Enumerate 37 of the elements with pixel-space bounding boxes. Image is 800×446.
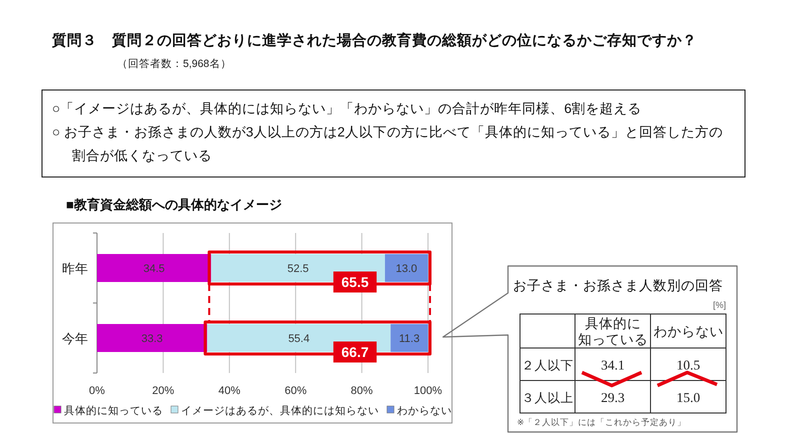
data-label: 55.4 (288, 333, 310, 345)
y-tick-label: 昨年 (62, 261, 88, 276)
x-tick-label: 80% (350, 385, 374, 397)
bar (97, 324, 208, 352)
data-label: 52.5 (287, 263, 309, 275)
text: ※「２人以下」には「これから予定あり」 (517, 417, 686, 427)
data-label: 29.3 (600, 390, 625, 405)
legend-label: 具体的に知っている (64, 405, 163, 417)
x-tick-label: 0% (89, 385, 106, 397)
data-label: 13.0 (396, 263, 418, 275)
data-label: 11.3 (399, 333, 420, 345)
y-tick-label: ３人以上 (522, 390, 574, 405)
bar (97, 254, 212, 282)
x-tick-label: 20% (152, 385, 174, 397)
data-label: 33.3 (141, 333, 163, 345)
data-label: 15.0 (676, 390, 700, 405)
chart-title: ■教育資金総額への具体的なイメージ (66, 197, 282, 212)
x-tick-label: 100% (414, 385, 442, 397)
data-label: 34.5 (143, 263, 165, 275)
annotation: 65.5 (341, 274, 369, 290)
text: ○「イメージはあるが、具体的には知らない」「わからない」の合計が昨年同様、6割を超える (52, 101, 642, 116)
data-label: 10.5 (676, 357, 700, 372)
legend-label: わからない (397, 405, 452, 417)
chart-title: お子さま・お孫さま人数別の回答 (513, 278, 723, 293)
legend-label: イメージはあるが、具体的には知らない (181, 405, 379, 417)
text: 質問３ 質問２の回答どおりに進学された場合の教育費の総額がどの位になるかご存知ですか？ (51, 31, 697, 49)
text: ○ お子さま・お孫さまの人数が3人以上の方は2人以下の方に比べて「具体的に知っている」と回答した方の割合が低くなっている (52, 124, 723, 163)
text: （回答者数：5,968名） (117, 57, 232, 70)
x-tick-label: 40% (218, 385, 241, 397)
bar (384, 254, 428, 282)
x-tick-label: 60% (284, 385, 307, 397)
y-tick-label: ２人以下 (522, 358, 574, 372)
annotation: 66.7 (341, 344, 369, 360)
y-tick-label: 今年 (62, 331, 88, 346)
data-label: 34.1 (600, 357, 625, 372)
bar (390, 324, 428, 352)
text: [%] (712, 300, 726, 310)
